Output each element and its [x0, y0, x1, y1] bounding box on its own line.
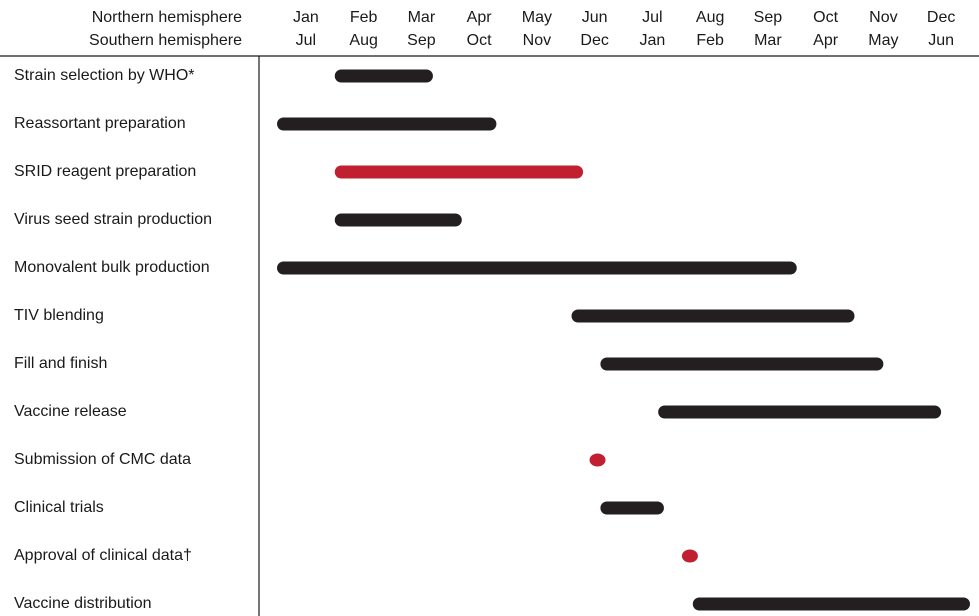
northern-hemisphere-header: Northern hemisphere — [91, 9, 242, 26]
task-bar — [692, 597, 970, 611]
month-label-northern: Dec — [926, 9, 956, 26]
month-label-southern: Jan — [639, 32, 666, 49]
task-label: Fill and finish — [14, 355, 108, 372]
task-bar — [334, 69, 433, 83]
month-label-southern: Jul — [295, 32, 317, 49]
month-label-northern: Nov — [869, 9, 898, 26]
month-label-northern: Jul — [642, 9, 663, 26]
month-label-northern: Apr — [466, 9, 492, 26]
task-label: Clinical trials — [14, 499, 104, 516]
task-bar — [277, 117, 497, 131]
month-label-southern: May — [868, 32, 899, 49]
month-label-southern: Nov — [522, 32, 552, 49]
month-label-northern: Sep — [753, 9, 783, 26]
task-bar — [334, 165, 584, 179]
month-label-southern: Aug — [349, 32, 378, 49]
task-label: Virus seed strain production — [14, 211, 213, 228]
month-label-southern: Mar — [754, 32, 782, 49]
month-label-northern: Feb — [349, 9, 378, 26]
task-label: Approval of clinical data† — [14, 547, 192, 564]
task-bar — [600, 357, 884, 371]
task-label: SRID reagent preparation — [14, 163, 197, 180]
task-label: Vaccine release — [14, 403, 127, 420]
task-label: Monovalent bulk production — [14, 259, 210, 276]
milestone-point — [681, 549, 698, 563]
month-label-northern: Jan — [292, 9, 319, 26]
milestone-point — [589, 453, 606, 467]
task-bar — [658, 405, 942, 419]
month-label-southern: Sep — [407, 32, 436, 49]
month-label-southern: Dec — [580, 32, 609, 49]
southern-hemisphere-header: Southern hemisphere — [89, 32, 242, 49]
task-label: Vaccine distribution — [14, 595, 152, 612]
month-label-northern: Oct — [813, 9, 839, 26]
task-bar — [600, 501, 664, 515]
month-label-northern: May — [521, 9, 552, 26]
task-bar — [277, 261, 797, 275]
task-label: TIV blending — [14, 307, 104, 324]
month-label-southern: Jun — [928, 32, 955, 49]
month-label-southern: Feb — [696, 32, 724, 49]
task-bar — [571, 309, 855, 323]
month-label-southern: Oct — [466, 32, 492, 49]
month-label-northern: Jun — [581, 9, 608, 26]
task-label: Reassortant preparation — [14, 115, 186, 132]
month-label-northern: Mar — [407, 9, 436, 26]
task-bar — [334, 213, 462, 227]
task-label: Strain selection by WHO* — [14, 67, 195, 84]
task-label: Submission of CMC data — [14, 451, 191, 468]
month-label-northern: Aug — [695, 9, 725, 26]
month-label-southern: Apr — [813, 32, 839, 49]
